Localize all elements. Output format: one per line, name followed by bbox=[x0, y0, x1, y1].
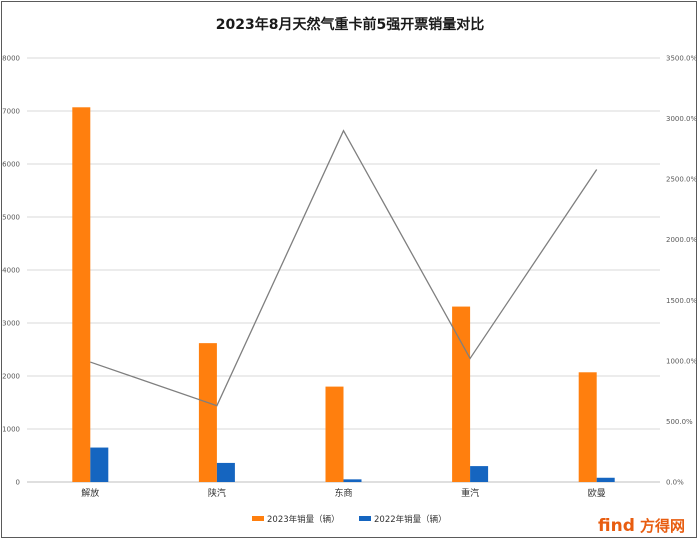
category-label: 东商 bbox=[334, 487, 352, 499]
legend-label-2023: 2023年销量（辆） bbox=[267, 514, 340, 525]
bar-2023 bbox=[198, 343, 217, 482]
category-label: 欧曼 bbox=[588, 487, 606, 499]
watermark: find 方得网 bbox=[598, 516, 685, 536]
bar-2022 bbox=[470, 466, 489, 482]
category-labels: 解放 陕汽 东商 重汽 欧曼 bbox=[81, 487, 605, 499]
left-tick-label: 5000 bbox=[2, 214, 20, 222]
bar-2022 bbox=[90, 447, 109, 482]
legend-label-2022: 2022年销量（辆） bbox=[374, 514, 447, 525]
bar-2023 bbox=[452, 306, 471, 482]
left-tick-label: 2000 bbox=[2, 373, 20, 381]
watermark-brand: 方得网 bbox=[640, 517, 685, 535]
bar-2023 bbox=[72, 107, 91, 482]
bar-2022 bbox=[343, 479, 362, 482]
left-tick-label: 1000 bbox=[2, 426, 20, 434]
legend-swatch-2023 bbox=[252, 516, 264, 521]
category-label: 陕汽 bbox=[208, 487, 226, 499]
right-tick-label: 2500.0% bbox=[666, 176, 697, 184]
bar-2023 bbox=[578, 372, 597, 482]
legend: 2023年销量（辆） 2022年销量（辆） bbox=[252, 514, 447, 525]
growth-line bbox=[90, 129, 598, 407]
right-tick-label: 0.0% bbox=[666, 479, 684, 487]
bar-2022 bbox=[596, 477, 615, 482]
left-tick-label: 4000 bbox=[2, 267, 20, 275]
category-label: 解放 bbox=[81, 487, 99, 499]
bars bbox=[72, 107, 615, 482]
left-tick-label: 8000 bbox=[2, 55, 20, 63]
left-tick-label: 3000 bbox=[2, 320, 20, 328]
watermark-find: find bbox=[598, 516, 635, 536]
bar-2023 bbox=[325, 386, 344, 482]
growth-line-path bbox=[90, 129, 598, 407]
left-axis: 0 1000 2000 3000 4000 5000 6000 7000 8000 bbox=[2, 55, 20, 487]
left-tick-label: 6000 bbox=[2, 161, 20, 169]
right-tick-label: 500.0% bbox=[666, 418, 693, 426]
right-tick-label: 1000.0% bbox=[666, 357, 697, 365]
legend-swatch-2022 bbox=[359, 516, 371, 521]
bar-2022 bbox=[216, 462, 235, 482]
left-tick-label: 0 bbox=[16, 479, 20, 487]
right-tick-label: 3500.0% bbox=[666, 55, 697, 63]
category-label: 重汽 bbox=[461, 487, 479, 499]
right-axis: 0.0% 500.0% 1000.0% 1500.0% 2000.0% 2500.0% 30… bbox=[666, 55, 697, 487]
right-tick-label: 3000.0% bbox=[666, 115, 697, 123]
right-tick-label: 2000.0% bbox=[666, 236, 697, 244]
left-tick-label: 7000 bbox=[2, 108, 20, 116]
right-tick-label: 1500.0% bbox=[666, 297, 697, 305]
chart-title: 2023年8月天然气重卡前5强开票销量对比 bbox=[216, 16, 484, 33]
gridlines bbox=[27, 57, 660, 483]
